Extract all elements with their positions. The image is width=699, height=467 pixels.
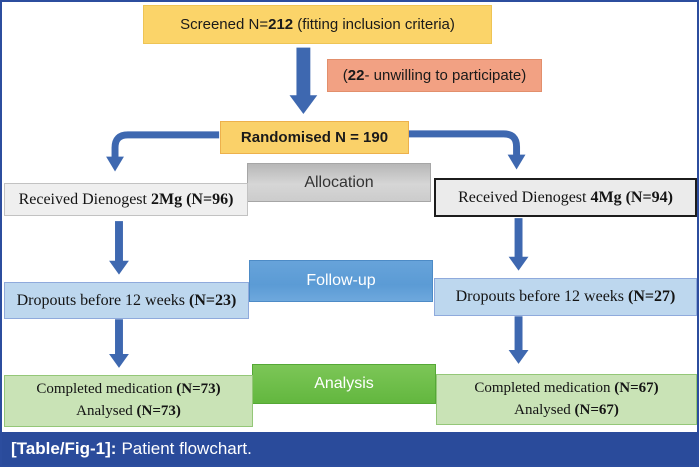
followup-stage-label: Follow-up bbox=[249, 260, 433, 302]
analysis-right-line2: Analysed (N=67) bbox=[514, 401, 619, 418]
arrow-randomised-to-left bbox=[106, 131, 220, 172]
followup-label-text: Follow-up bbox=[306, 272, 376, 289]
arrow-right-allocation-to-followup bbox=[508, 218, 529, 271]
analysis-right-box: Completed medication (N=67) Analysed (N=… bbox=[436, 374, 697, 425]
excluded-text: (22- unwilling to participate) bbox=[342, 67, 527, 84]
analysis-left-box: Completed medication (N=73) Analysed (N=… bbox=[4, 375, 253, 427]
analysis-label-text: Analysis bbox=[314, 375, 374, 392]
arrow-left-followup-to-analysis bbox=[109, 319, 129, 368]
figure-caption-bar: [Table/Fig-1]: Patient flowchart. bbox=[2, 432, 697, 465]
allocation-stage-label: Allocation bbox=[247, 163, 431, 202]
screened-text: Screened N=212 (fitting inclusion criter… bbox=[180, 16, 455, 33]
allocation-right-box: Received Dienogest 4Mg (N=94) bbox=[434, 178, 697, 217]
excluded-note-box: (22- unwilling to participate) bbox=[327, 59, 542, 92]
analysis-right-line1: Completed medication (N=67) bbox=[474, 379, 659, 396]
analysis-stage-label: Analysis bbox=[252, 364, 436, 404]
followup-right-box: Dropouts before 12 weeks (N=27) bbox=[434, 278, 697, 316]
arrow-screened-to-randomised bbox=[289, 47, 318, 115]
followup-left-text: Dropouts before 12 weeks (N=23) bbox=[16, 291, 237, 309]
analysis-left-line2: Analysed (N=73) bbox=[76, 403, 181, 419]
arrow-right-followup-to-analysis bbox=[508, 316, 529, 364]
allocation-right-text: Received Dienogest 4Mg (N=94) bbox=[458, 188, 673, 206]
randomised-box: Randomised N = 190 bbox=[220, 121, 409, 154]
randomised-text: Randomised N = 190 bbox=[240, 129, 389, 146]
caption-text: Patient flowchart. bbox=[121, 438, 252, 458]
caption-label: [Table/Fig-1]: bbox=[11, 438, 117, 458]
allocation-left-box: Received Dienogest 2Mg (N=96) bbox=[4, 183, 248, 216]
arrow-left-allocation-to-followup bbox=[109, 221, 129, 275]
analysis-left-line1: Completed medication (N=73) bbox=[36, 381, 221, 398]
followup-right-text: Dropouts before 12 weeks (N=27) bbox=[455, 288, 676, 305]
allocation-left-text: Received Dienogest 2Mg (N=96) bbox=[18, 190, 234, 208]
followup-left-box: Dropouts before 12 weeks (N=23) bbox=[4, 282, 249, 319]
allocation-label-text: Allocation bbox=[304, 173, 374, 191]
screened-box: Screened N=212 (fitting inclusion criter… bbox=[143, 5, 492, 44]
